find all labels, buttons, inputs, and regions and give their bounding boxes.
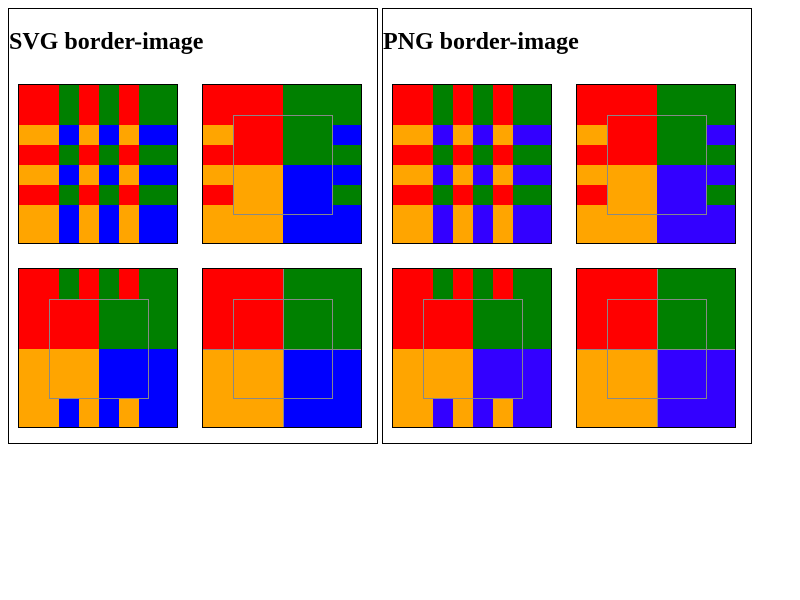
svg-box-stretch-stretch — [202, 268, 362, 428]
border-image-pattern — [203, 269, 361, 427]
svg-box-repeat-stretch — [18, 268, 178, 428]
png-box-repeat-repeat — [392, 84, 552, 244]
border-image-pattern — [393, 85, 551, 243]
border-image-pattern — [577, 85, 735, 243]
svg-box-stretch-repeat — [202, 84, 362, 244]
png-box-stretch-repeat — [576, 84, 736, 244]
svg-border-image-panel: SVG border-image — [8, 8, 378, 444]
border-image-pattern — [203, 85, 361, 243]
border-image-pattern — [19, 269, 177, 427]
border-image-pattern — [577, 269, 735, 427]
border-image-pattern — [19, 85, 177, 243]
svg-box-repeat-repeat — [18, 84, 178, 244]
png-box-stretch-stretch — [576, 268, 736, 428]
png-border-image-panel: PNG border-image — [382, 8, 752, 444]
panel-title-png: PNG border-image — [383, 29, 579, 55]
border-image-pattern — [393, 269, 551, 427]
png-box-repeat-stretch — [392, 268, 552, 428]
panel-title-svg: SVG border-image — [9, 29, 204, 55]
